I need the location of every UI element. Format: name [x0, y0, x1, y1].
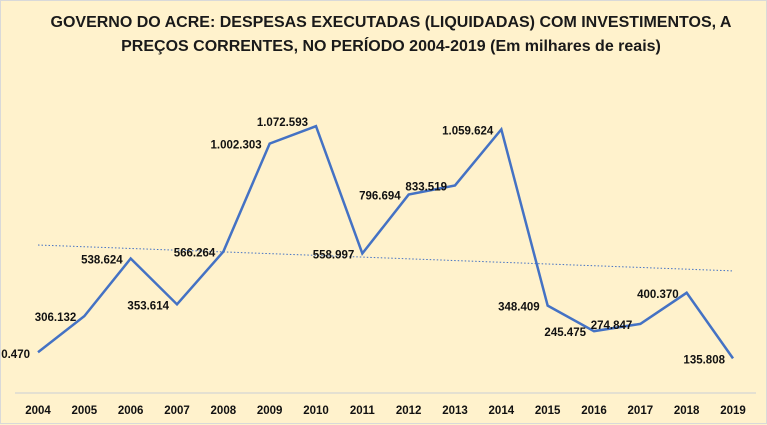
x-tick-label: 2005	[72, 405, 98, 417]
data-label: 400.370	[637, 289, 679, 301]
data-label: 245.475	[544, 327, 586, 339]
data-label: 558.997	[313, 249, 355, 261]
data-label: 1.059.624	[442, 125, 494, 137]
data-label: 1.072.593	[257, 117, 308, 129]
x-tick-label: 2018	[674, 405, 700, 417]
x-tick-label: 2013	[442, 405, 468, 417]
data-label: 306.132	[35, 312, 77, 324]
chart-title: GOVERNO DO ACRE: DESPESAS EXECUTADAS (LI…	[50, 14, 732, 55]
x-tick-label: 2015	[535, 405, 561, 417]
x-tick-label: 2012	[396, 405, 422, 417]
trendline	[37, 244, 734, 272]
data-label: 538.624	[81, 255, 123, 267]
x-tick-label: 2014	[489, 405, 515, 417]
x-tick-label: 2009	[257, 405, 283, 417]
x-tick-label: 2008	[211, 405, 237, 417]
data-label: 353.614	[127, 300, 169, 312]
x-tick-label: 2010	[303, 405, 329, 417]
data-label: 135.808	[683, 354, 725, 366]
data-label: 348.409	[498, 302, 540, 314]
x-tick-label: 2006	[118, 405, 144, 417]
x-tick-label: 2019	[720, 405, 746, 417]
data-label: 566.264	[174, 248, 216, 260]
data-label: 1.002.303	[210, 140, 261, 152]
series-line	[37, 124, 735, 360]
x-tick-label: 2004	[25, 405, 51, 417]
x-tick-label: 2017	[628, 405, 654, 417]
x-tick-label: 2007	[164, 405, 190, 417]
data-label: 274.847	[591, 320, 633, 332]
x-tick-label: 2011	[350, 405, 376, 417]
data-label: 833.519	[405, 181, 447, 193]
data-label: 796.694	[359, 191, 401, 203]
x-tick-label: 2016	[581, 405, 607, 417]
data-label: 160.470	[1, 349, 30, 361]
